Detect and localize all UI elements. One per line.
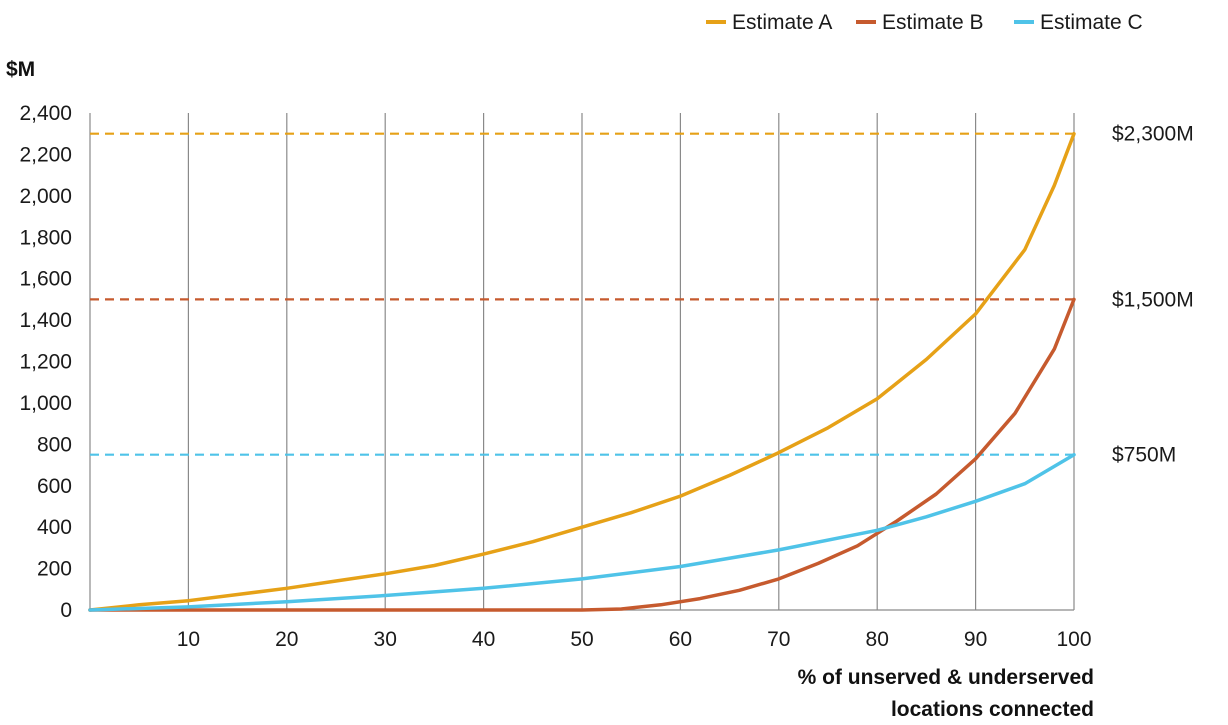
series-line-1	[88, 297, 1076, 612]
x-tick-label-80: 80	[866, 628, 889, 651]
y-tick-label-400: 400	[37, 516, 72, 539]
y-tick-label-1400: 1,400	[19, 309, 72, 332]
y-tick-label-1200: 1,200	[19, 351, 72, 374]
x-tick-label-90: 90	[964, 628, 987, 651]
x-tick-label-70: 70	[767, 628, 790, 651]
x-tick-label-100: 100	[1056, 628, 1091, 651]
x-tick-label-60: 60	[669, 628, 692, 651]
y-tick-label-0: 0	[60, 599, 72, 622]
x-tick-label-10: 10	[177, 628, 200, 651]
x-tick-label-50: 50	[570, 628, 593, 651]
reference-lines: $2,300M $1,500M $750M	[90, 123, 1194, 467]
x-tick-label-40: 40	[472, 628, 495, 651]
y-tick-label-2400: 2,400	[19, 102, 72, 125]
x-axis-label-line-2: locations connected	[891, 698, 1094, 721]
x-tick-label-30: 30	[374, 628, 397, 651]
legend-label-0: Estimate A	[732, 11, 832, 34]
x-tick-labels: 10 20 30 40 50 60 70 80 90 100	[177, 628, 1092, 651]
x-tick-label-20: 20	[275, 628, 298, 651]
legend: Estimate A Estimate B Estimate C	[706, 11, 1143, 34]
y-tick-label-1600: 1,600	[19, 268, 72, 291]
x-axis-label-line-1: % of unserved & underserved	[798, 666, 1094, 689]
series-line-2	[88, 452, 1076, 612]
y-tick-label-1000: 1,000	[19, 392, 72, 415]
series-line-0	[88, 131, 1076, 612]
y-tick-label-800: 800	[37, 433, 72, 456]
y-tick-label-2000: 2,000	[19, 185, 72, 208]
series-lines	[88, 131, 1076, 612]
y-tick-labels: 0 200 400 600 800 1,000 1,200 1,400 1,600 1,800 2,…	[19, 102, 72, 622]
y-axis-label: $M	[6, 58, 35, 81]
legend-label-2: Estimate C	[1040, 11, 1143, 34]
y-tick-label-1800: 1,800	[19, 226, 72, 249]
y-tick-label-600: 600	[37, 475, 72, 498]
reference-label-0: $2,300M	[1112, 123, 1194, 146]
y-tick-label-200: 200	[37, 558, 72, 581]
legend-label-1: Estimate B	[882, 11, 984, 34]
reference-label-1: $1,500M	[1112, 288, 1194, 311]
reference-label-2: $750M	[1112, 444, 1176, 467]
vertical-gridlines	[187, 113, 1075, 610]
y-tick-label-2200: 2,200	[19, 143, 72, 166]
